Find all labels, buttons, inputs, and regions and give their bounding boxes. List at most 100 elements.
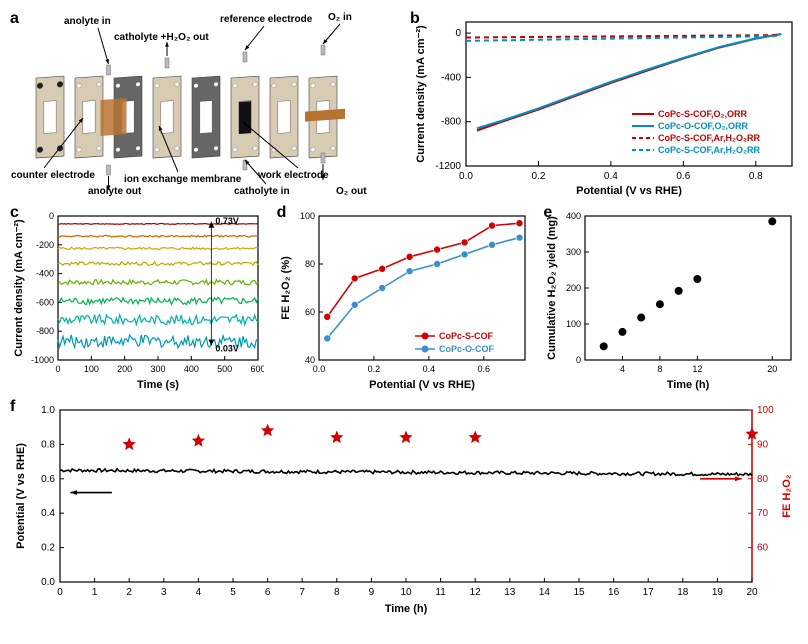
svg-text:CoPc-O-COF,O₂,ORR: CoPc-O-COF,O₂,ORR [658,121,749,131]
svg-text:500: 500 [217,364,232,374]
svg-text:0.4: 0.4 [41,508,55,519]
svg-text:11: 11 [435,587,446,598]
svg-text:work electrode: work electrode [257,170,329,181]
panel-d: d 0.00.20.40.6406080100Potential (V vs R… [275,202,534,392]
panel-f: f 012345678910111213141516171819200.00.2… [8,396,800,616]
lsv-chart: 0.00.20.40.60.8-1200-800-4000Potential (… [408,8,800,198]
svg-text:600: 600 [250,364,264,374]
svg-text:0.2: 0.2 [531,171,545,182]
svg-text:0.4: 0.4 [604,171,618,182]
svg-text:Time (h): Time (h) [385,603,428,615]
svg-text:12: 12 [470,587,482,598]
svg-text:0.8: 0.8 [749,171,763,182]
svg-text:Current density (mA cm⁻²): Current density (mA cm⁻²) [415,25,427,163]
svg-text:4: 4 [620,364,625,374]
svg-text:20: 20 [746,587,758,598]
svg-text:O₂ out: O₂ out [336,186,367,197]
svg-text:0.8: 0.8 [41,439,55,450]
svg-text:15: 15 [573,587,585,598]
svg-text:2: 2 [126,587,132,598]
svg-text:-1000: -1000 [31,355,54,365]
svg-text:300: 300 [566,247,581,257]
svg-text:0: 0 [57,587,63,598]
svg-text:80: 80 [305,259,315,269]
svg-text:16: 16 [608,587,620,598]
svg-text:200: 200 [117,364,132,374]
chronoamperometry-chart: 0100200300400500600-1000-800-600-400-200… [8,202,264,392]
svg-text:0.0: 0.0 [459,171,473,182]
svg-text:FE H₂O₂: FE H₂O₂ [781,474,793,518]
svg-text:100: 100 [566,319,581,329]
svg-text:0.03V: 0.03V [215,344,239,354]
svg-text:O₂ in: O₂ in [328,12,352,23]
svg-text:12: 12 [693,364,703,374]
svg-text:-400: -400 [441,72,461,83]
svg-text:-1200: -1200 [435,161,461,172]
svg-text:counter electrode: counter electrode [11,170,95,181]
faradaic-efficiency-chart: 0.00.20.40.6406080100Potential (V vs RHE… [275,202,531,392]
svg-text:13: 13 [504,587,516,598]
svg-text:Cumulative H₂O₂ yield (mg): Cumulative H₂O₂ yield (mg) [546,216,558,360]
svg-text:reference electrode: reference electrode [220,14,313,25]
svg-text:catholyte in: catholyte in [234,186,290,197]
svg-text:FE H₂O₂ (%): FE H₂O₂ (%) [280,256,292,320]
svg-text:anolyte out: anolyte out [88,186,142,197]
svg-text:Current density (mA cm⁻²): Current density (mA cm⁻²) [13,219,25,357]
svg-text:-200: -200 [36,240,54,250]
stability-chart: 012345678910111213141516171819200.00.20.… [8,396,800,616]
svg-text:19: 19 [712,587,724,598]
svg-text:20: 20 [768,364,778,374]
svg-text:400: 400 [566,211,581,221]
svg-text:-800: -800 [441,117,461,128]
svg-text:70: 70 [757,508,769,519]
svg-text:0.6: 0.6 [477,364,490,374]
svg-text:17: 17 [643,587,655,598]
panel-a-label: a [10,10,19,28]
svg-text:anolyte in: anolyte in [64,16,111,27]
svg-text:catholyte +H₂O₂ out: catholyte +H₂O₂ out [114,32,209,43]
svg-text:0: 0 [55,364,60,374]
svg-text:60: 60 [305,307,315,317]
svg-text:0.2: 0.2 [367,364,380,374]
svg-text:400: 400 [184,364,199,374]
svg-text:0.6: 0.6 [676,171,690,182]
svg-text:0.2: 0.2 [41,543,55,554]
panel-e-label: e [543,204,552,222]
svg-text:18: 18 [677,587,689,598]
svg-text:0.6: 0.6 [41,474,55,485]
svg-text:8: 8 [334,587,340,598]
svg-text:10: 10 [400,587,412,598]
cumulative-yield-chart: 4812200100200300400Time (h)Cumulative H₂… [541,202,797,392]
svg-text:4: 4 [196,587,202,598]
panel-d-label: d [277,204,287,222]
svg-text:40: 40 [305,355,315,365]
svg-text:5: 5 [230,587,236,598]
svg-text:Potential (V vs RHE): Potential (V vs RHE) [576,185,682,197]
panel-e: e 4812200100200300400Time (h)Cumulative … [541,202,800,392]
svg-text:CoPc-S-COF,O₂,ORR: CoPc-S-COF,O₂,ORR [658,109,748,119]
svg-text:CoPc-S-COF: CoPc-S-COF [439,331,494,341]
svg-text:3: 3 [161,587,167,598]
svg-text:-600: -600 [36,297,54,307]
svg-text:0: 0 [576,355,581,365]
panel-c: c 0100200300400500600-1000-800-600-400-2… [8,202,267,392]
svg-text:100: 100 [300,211,315,221]
svg-text:Time (s): Time (s) [137,379,179,391]
svg-text:200: 200 [566,283,581,293]
svg-text:ion exchange membrane: ion exchange membrane [124,174,242,185]
flow-cell-diagram: anolyte incatholyte +H₂O₂ out reference e… [8,8,400,198]
svg-text:100: 100 [757,405,774,416]
svg-text:7: 7 [299,587,305,598]
svg-text:6: 6 [265,587,271,598]
panel-c-label: c [10,204,19,222]
svg-text:9: 9 [369,587,375,598]
svg-text:CoPc-S-COF,Ar,H₂O₂RR: CoPc-S-COF,Ar,H₂O₂RR [658,145,761,155]
svg-text:0.0: 0.0 [312,364,325,374]
svg-text:1.0: 1.0 [41,405,55,416]
panel-f-label: f [10,398,15,416]
svg-text:80: 80 [757,474,769,485]
svg-text:-400: -400 [36,269,54,279]
svg-text:8: 8 [658,364,663,374]
svg-text:90: 90 [757,439,769,450]
panel-b: b 0.00.20.40.60.8-1200-800-4000Potential… [408,8,800,198]
